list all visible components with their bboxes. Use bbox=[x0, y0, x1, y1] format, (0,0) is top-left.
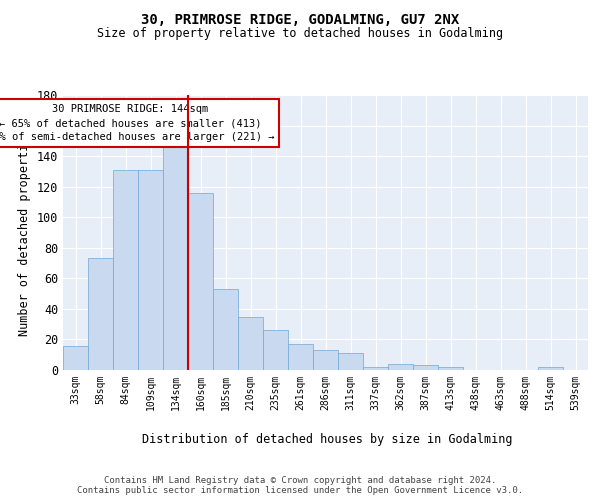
Text: Contains HM Land Registry data © Crown copyright and database right 2024.
Contai: Contains HM Land Registry data © Crown c… bbox=[77, 476, 523, 495]
Bar bbox=[363, 367, 388, 370]
Bar bbox=[538, 367, 563, 370]
Bar bbox=[213, 289, 238, 370]
Text: 30 PRIMROSE RIDGE: 144sqm
← 65% of detached houses are smaller (413)
35% of semi: 30 PRIMROSE RIDGE: 144sqm ← 65% of detac… bbox=[0, 104, 274, 142]
Text: Size of property relative to detached houses in Godalming: Size of property relative to detached ho… bbox=[97, 28, 503, 40]
Bar bbox=[338, 353, 363, 370]
Bar bbox=[238, 316, 263, 370]
Bar bbox=[88, 258, 113, 370]
Bar bbox=[188, 193, 213, 370]
Bar bbox=[388, 364, 413, 370]
Bar bbox=[438, 367, 463, 370]
Bar bbox=[63, 346, 88, 370]
Bar bbox=[288, 344, 313, 370]
Bar bbox=[313, 350, 338, 370]
Bar bbox=[113, 170, 138, 370]
Y-axis label: Number of detached properties: Number of detached properties bbox=[18, 129, 31, 336]
Bar bbox=[413, 366, 438, 370]
Bar bbox=[138, 170, 163, 370]
Bar bbox=[263, 330, 288, 370]
Text: 30, PRIMROSE RIDGE, GODALMING, GU7 2NX: 30, PRIMROSE RIDGE, GODALMING, GU7 2NX bbox=[141, 12, 459, 26]
Bar bbox=[163, 144, 188, 370]
Text: Distribution of detached houses by size in Godalming: Distribution of detached houses by size … bbox=[142, 432, 512, 446]
